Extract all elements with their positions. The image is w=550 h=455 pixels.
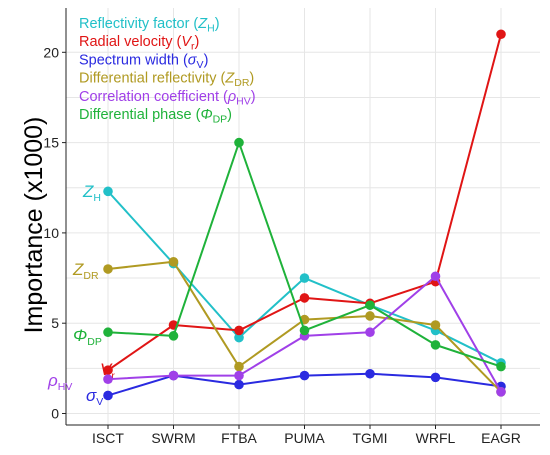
legend: Reflectivity factor (ZH)Radial velocity … (79, 16, 256, 126)
data-point (299, 325, 310, 336)
x-tick-label: PUMA (284, 430, 325, 446)
data-point (430, 320, 441, 330)
data-point (234, 137, 244, 148)
data-point (365, 311, 375, 321)
series-label: σV (86, 386, 103, 408)
data-point (103, 365, 113, 375)
data-point (299, 370, 310, 381)
data-point (234, 379, 244, 390)
series-label: ρHV (47, 371, 72, 393)
data-point (234, 361, 244, 372)
legend-entry: Differential phase (ΦDP) (79, 107, 232, 126)
x-tick-label: WRFL (416, 430, 456, 446)
y-tick-label: 15 (43, 135, 59, 151)
legend-entry: Differential reflectivity (ZDR) (79, 71, 254, 90)
legend-entry: Correlation coefficient (ρHV) (79, 89, 256, 108)
series-label: ZDR (72, 260, 99, 282)
data-point (103, 264, 113, 274)
data-point (430, 271, 441, 282)
data-point (365, 327, 375, 338)
data-point (103, 374, 113, 384)
x-tick-label: TGMI (353, 430, 388, 446)
data-point (168, 331, 179, 341)
series-layer: ZH Vr σV ZDR ρHV ΦDP (47, 29, 506, 408)
data-point (365, 368, 375, 379)
x-tick-label: FTBA (221, 430, 257, 446)
series-group: Vr (100, 29, 506, 382)
data-point (496, 361, 506, 372)
y-tick-label: 5 (51, 315, 59, 331)
series-group: ΦDP (73, 137, 506, 372)
series-label: Vr (100, 360, 115, 382)
data-point (168, 370, 179, 381)
legend-entry: Reflectivity factor (ZH) (79, 16, 220, 35)
data-point (103, 390, 113, 401)
legend-entry: Radial velocity (Vr) (79, 34, 199, 53)
data-point (103, 186, 113, 197)
x-tick-label: EAGR (481, 430, 521, 446)
data-point (234, 332, 244, 343)
series-group: ρHV (47, 271, 506, 397)
data-point (168, 256, 179, 267)
y-tick-label: 10 (43, 225, 59, 241)
data-point (365, 300, 375, 310)
data-point (234, 325, 244, 336)
legend-entry: Spectrum width (σV) (79, 52, 208, 71)
data-point (430, 372, 441, 383)
y-tick-label: 0 (51, 406, 59, 422)
x-tick-label: SWRM (151, 430, 195, 446)
data-point (496, 29, 506, 40)
y-axis-label: Importance (x1000) (20, 117, 48, 334)
plot-background (66, 8, 540, 425)
data-point (234, 370, 244, 381)
data-point (103, 327, 113, 338)
y-tick-label: 20 (43, 44, 59, 60)
data-point (299, 273, 310, 283)
data-point (299, 293, 310, 303)
data-point (430, 340, 441, 350)
data-point (496, 387, 506, 397)
x-tick-label: ISCT (92, 430, 124, 446)
series-label: ZH (82, 182, 101, 204)
axes: 0 5 10 15 20 ISCT SWRM FTBA PUMA TGMI WRFL EAGR (43, 8, 540, 446)
series-label: ΦDP (73, 326, 102, 348)
